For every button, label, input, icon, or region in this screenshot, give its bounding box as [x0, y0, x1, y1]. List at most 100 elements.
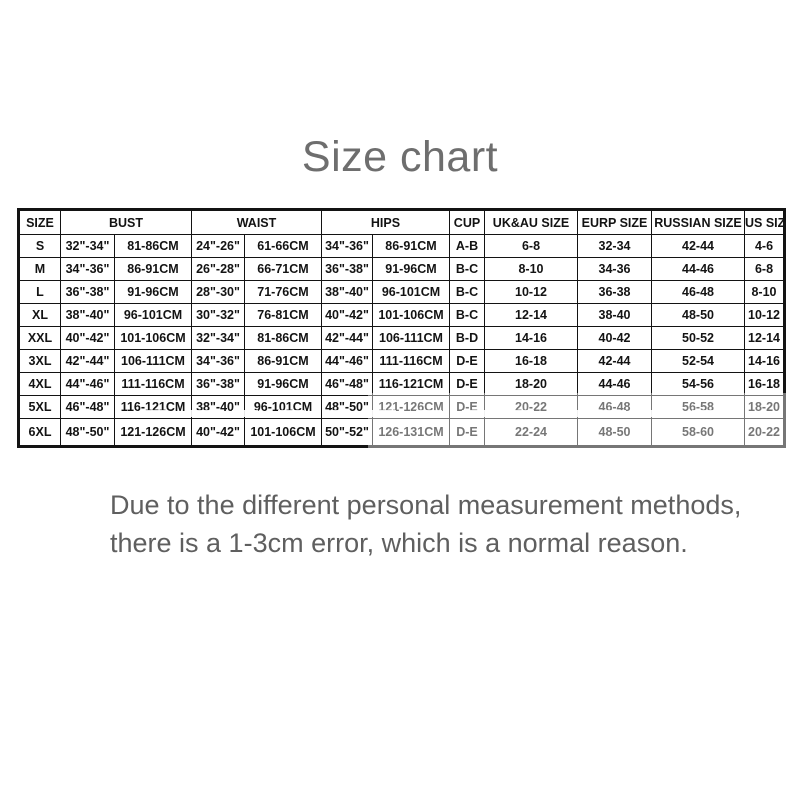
cell: 116-121CM [114, 395, 192, 419]
cell: 44-46 [577, 372, 652, 396]
col-header-hips: HIPS [321, 209, 450, 235]
cell: 121-126CM [372, 395, 450, 419]
table-row-6xl: 6XL 48"-50" 121-126CM 40"-42" 101-106CM 50"-5… [18, 418, 785, 447]
cell: 50"-52" [321, 418, 373, 447]
cell: 42"-44" [321, 326, 373, 350]
cell: D-E [449, 349, 485, 373]
cell: 10-12 [484, 280, 578, 304]
cell: 10-12 [744, 303, 785, 327]
cell: 46"-48" [321, 372, 373, 396]
cell: B-C [449, 303, 485, 327]
cell: 44"-46" [60, 372, 115, 396]
cell: 96-101CM [372, 280, 450, 304]
cell: 40"-42" [321, 303, 373, 327]
cell: 96-101CM [114, 303, 192, 327]
cell: 5XL [18, 395, 61, 419]
cell: 28"-30" [191, 280, 245, 304]
cell: 40"-42" [60, 326, 115, 350]
cell: 38-40 [577, 303, 652, 327]
measurement-note: Due to the different personal measuremen… [110, 486, 750, 562]
cell: XXL [18, 326, 61, 350]
cell: B-C [449, 257, 485, 281]
cell: 20-22 [744, 418, 785, 447]
col-header-bust: BUST [60, 209, 192, 235]
cell: 3XL [18, 349, 61, 373]
cell: B-D [449, 326, 485, 350]
cell: 91-96CM [114, 280, 192, 304]
cell: D-E [449, 395, 485, 419]
cell: 46-48 [651, 280, 745, 304]
cell: 71-76CM [244, 280, 322, 304]
cell: 6-8 [744, 257, 785, 281]
cell: XL [18, 303, 61, 327]
col-header-ukau-size: UK&AU SIZE [484, 209, 578, 235]
cell: 40-42 [577, 326, 652, 350]
cell: 34-36 [577, 257, 652, 281]
cell: 14-16 [484, 326, 578, 350]
col-header-russian-size: RUSSIAN SIZE [651, 209, 745, 235]
cell: 18-20 [484, 372, 578, 396]
table-row-s: S 32"-34" 81-86CM 24"-26" 61-66CM 34"-36" 86-9… [18, 234, 785, 258]
cell: 101-106CM [244, 418, 322, 447]
cell: 8-10 [484, 257, 578, 281]
cell: 34"-36" [321, 234, 373, 258]
cell: 106-111CM [372, 326, 450, 350]
cell: 30"-32" [191, 303, 245, 327]
cell: 121-126CM [114, 418, 192, 447]
cell: 46-48 [577, 395, 652, 419]
cell: 44-46 [651, 257, 745, 281]
cell: D-E [449, 418, 485, 447]
cell: 36-38 [577, 280, 652, 304]
cell: 34"-36" [191, 349, 245, 373]
cell: 50-52 [651, 326, 745, 350]
cell: 86-91CM [244, 349, 322, 373]
cell: 126-131CM [372, 418, 450, 447]
cell: 58-60 [651, 418, 745, 447]
cell: 42-44 [577, 349, 652, 373]
cell: S [18, 234, 61, 258]
cell: 86-91CM [372, 234, 450, 258]
cell: B-C [449, 280, 485, 304]
cell: 34"-36" [60, 257, 115, 281]
cell: 81-86CM [114, 234, 192, 258]
cell: 6-8 [484, 234, 578, 258]
cell: 4-6 [744, 234, 785, 258]
table-row-3xl: 3XL 42"-44" 106-111CM 34"-36" 86-91CM 44"-46"… [18, 349, 785, 373]
cell: 38"-40" [60, 303, 115, 327]
cell: 116-121CM [372, 372, 450, 396]
cell: 101-106CM [372, 303, 450, 327]
cell: 18-20 [744, 395, 785, 419]
cell: 38"-40" [321, 280, 373, 304]
cell: M [18, 257, 61, 281]
cell: 36"-38" [191, 372, 245, 396]
cell: 91-96CM [244, 372, 322, 396]
cell: 111-116CM [114, 372, 192, 396]
size-chart-table: SIZE BUST WAIST HIPS CUP UK&AU SIZE EURP… [17, 208, 786, 448]
cell: 46"-48" [60, 395, 115, 419]
cell: 16-18 [484, 349, 578, 373]
table-row-m: M 34"-36" 86-91CM 26"-28" 66-71CM 36"-38" 91-9… [18, 257, 785, 281]
cell: 16-18 [744, 372, 785, 396]
table-row-4xl: 4XL 44"-46" 111-116CM 36"-38" 91-96CM 46"-48"… [18, 372, 785, 396]
note-line-2: there is a 1-3cm error, which is a norma… [110, 528, 688, 558]
cell: 48-50 [651, 303, 745, 327]
col-header-waist: WAIST [191, 209, 322, 235]
cell: 81-86CM [244, 326, 322, 350]
cell: 38"-40" [191, 395, 245, 419]
col-header-cup: CUP [449, 209, 485, 235]
cell: 42-44 [651, 234, 745, 258]
table-row-5xl: 5XL 46"-48" 116-121CM 38"-40" 96-101CM 48"-50… [18, 395, 785, 419]
cell: 56-58 [651, 395, 745, 419]
cell: 12-14 [744, 326, 785, 350]
col-header-eurp-size: EURP SIZE [577, 209, 652, 235]
cell: 24"-26" [191, 234, 245, 258]
cell: 106-111CM [114, 349, 192, 373]
cell: 42"-44" [60, 349, 115, 373]
cell: 14-16 [744, 349, 785, 373]
header-row: SIZE BUST WAIST HIPS CUP UK&AU SIZE EURP… [18, 209, 785, 235]
table-body: S 32"-34" 81-86CM 24"-26" 61-66CM 34"-36" 86-9… [18, 234, 785, 447]
cell: 61-66CM [244, 234, 322, 258]
cell: 111-116CM [372, 349, 450, 373]
cell: L [18, 280, 61, 304]
cell: 20-22 [484, 395, 578, 419]
